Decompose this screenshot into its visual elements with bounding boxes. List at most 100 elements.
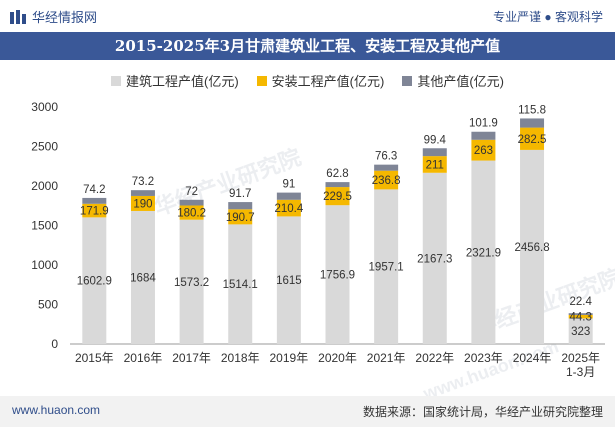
brand-name: 华经情报网 — [32, 10, 98, 25]
bar-construction — [471, 160, 496, 344]
bar-other — [276, 192, 301, 200]
bar-installation — [228, 209, 253, 225]
x-tick-label: 2015年 — [75, 351, 114, 365]
footer-website: www.huaon.com — [12, 403, 101, 417]
data-label-construction: 2321.9 — [466, 247, 501, 259]
bar-other — [374, 164, 399, 171]
data-label-construction: 2167.3 — [417, 253, 452, 265]
data-label-construction: 323 — [571, 326, 590, 338]
data-label-other: 76.3 — [375, 151, 397, 163]
bar-installation — [130, 195, 155, 211]
footer: www.huaon.com 数据来源：国家统计局，华经产业研究院整理 — [0, 396, 615, 427]
brand: 华经情报网 — [10, 7, 97, 26]
tagline: 专业严谨 ● 客观科学 — [493, 10, 603, 24]
chart-svg: 0 500 1000 1500 2000 2500 3000 2015年 2016年 2017年 2… — [31, 100, 605, 379]
bar-other — [568, 313, 593, 315]
data-label-installation: 190 — [133, 198, 152, 210]
x-tick-label: 2016年 — [124, 351, 163, 365]
legend-label-installation: 安装工程产值(亿元) — [271, 74, 385, 89]
data-label-other: 91 — [282, 179, 295, 191]
x-tick-label: 2023年 — [464, 351, 503, 365]
legend-swatch-construction — [110, 75, 121, 86]
bar-construction — [276, 216, 301, 344]
bar-other — [325, 182, 350, 188]
data-label-other: 74.2 — [83, 184, 105, 196]
y-tick-label: 0 — [51, 337, 58, 351]
y-tick-label: 1500 — [31, 219, 58, 233]
bar-other — [471, 131, 496, 140]
y-tick-label: 500 — [38, 298, 58, 312]
legend-label-other: 其他产值(亿元) — [417, 74, 504, 89]
legend-label-construction: 建筑工程产值(亿元) — [125, 74, 239, 89]
data-label-installation: 210.4 — [274, 203, 303, 215]
bar-construction — [422, 172, 447, 344]
data-label-construction: 1957.1 — [369, 262, 404, 274]
data-label-other: 115.8 — [518, 104, 546, 116]
bar-other — [130, 190, 155, 196]
brand-logo-icon — [10, 9, 26, 24]
chart-title: 2015-2025年3月甘肃建筑业工程、安装工程及其他产值 — [0, 32, 615, 60]
bar-installation — [179, 205, 204, 220]
data-label-construction: 1573.2 — [174, 277, 209, 289]
data-label-construction: 1684 — [130, 272, 156, 284]
x-tick-label: 2022年 — [415, 351, 454, 365]
bar-installation — [568, 314, 593, 319]
data-label-construction: 2456.8 — [514, 242, 549, 254]
bar-installation — [325, 187, 350, 206]
bar-construction — [130, 210, 155, 344]
bar-installation — [422, 156, 447, 173]
data-label-other: 99.4 — [424, 134, 447, 146]
bar-installation — [374, 170, 399, 190]
x-tick-label: 2024年 — [513, 351, 552, 365]
data-label-construction: 1615 — [276, 275, 302, 287]
bar-other — [82, 197, 107, 204]
bar-other — [228, 202, 253, 210]
y-tick-label: 3000 — [31, 100, 58, 114]
bar-construction — [374, 189, 399, 344]
data-label-other: 91.7 — [229, 188, 251, 200]
data-label-installation: 282.5 — [518, 134, 547, 146]
data-label-other: 62.8 — [326, 168, 348, 180]
data-label-construction: 1514.1 — [223, 279, 258, 291]
legend-item-construction: 建筑工程产值(亿元) — [110, 71, 239, 90]
top-bar: 华经情报网 专业严谨 ● 客观科学 — [0, 0, 615, 30]
data-label-other: 101.9 — [469, 118, 498, 130]
legend-item-other: 其他产值(亿元) — [402, 71, 504, 90]
bar-other — [520, 118, 545, 128]
bar-other — [422, 148, 447, 157]
x-tick-label: 2018年 — [221, 351, 260, 365]
bar-construction — [325, 205, 350, 344]
bar-installation — [82, 203, 107, 218]
bar-construction — [82, 217, 107, 344]
data-label-construction: 1602.9 — [77, 276, 112, 288]
data-label-installation: 263 — [474, 145, 493, 157]
data-label-other: 73.2 — [132, 176, 154, 188]
bar-construction — [520, 149, 545, 344]
data-label-installation: 229.5 — [323, 191, 352, 203]
data-label-installation: 171.9 — [80, 206, 109, 218]
y-tick-label: 2000 — [31, 179, 58, 193]
legend-swatch-installation — [256, 75, 267, 86]
legend-swatch-other — [402, 75, 413, 86]
x-tick-label: 2017年 — [172, 351, 211, 365]
bar-construction — [228, 224, 253, 344]
chart-legend: 建筑工程产值(亿元) 安装工程产值(亿元) 其他产值(亿元) — [0, 71, 615, 90]
data-label-installation: 180.2 — [177, 208, 206, 220]
bar-installation — [471, 139, 496, 161]
data-label-other: 22.4 — [569, 296, 592, 308]
x-tick-label: 1-3月 — [566, 365, 595, 379]
data-label-other: 72 — [185, 186, 198, 198]
bar-installation — [276, 199, 301, 217]
x-tick-label: 2021年 — [367, 351, 406, 365]
bar-other — [179, 199, 204, 206]
y-tick-label: 1000 — [31, 258, 58, 272]
footer-source: 数据来源：国家统计局，华经产业研究院整理 — [362, 405, 603, 419]
legend-item-installation: 安装工程产值(亿元) — [256, 71, 385, 90]
data-label-construction: 1756.9 — [320, 270, 355, 282]
x-tick-label: 2020年 — [318, 351, 357, 365]
bar-construction — [568, 318, 593, 344]
data-label-installation: 190.7 — [226, 212, 255, 224]
data-label-installation: 236.8 — [372, 175, 401, 187]
data-label-installation: 211 — [426, 159, 444, 171]
x-tick-label: 2025年 — [561, 351, 600, 365]
